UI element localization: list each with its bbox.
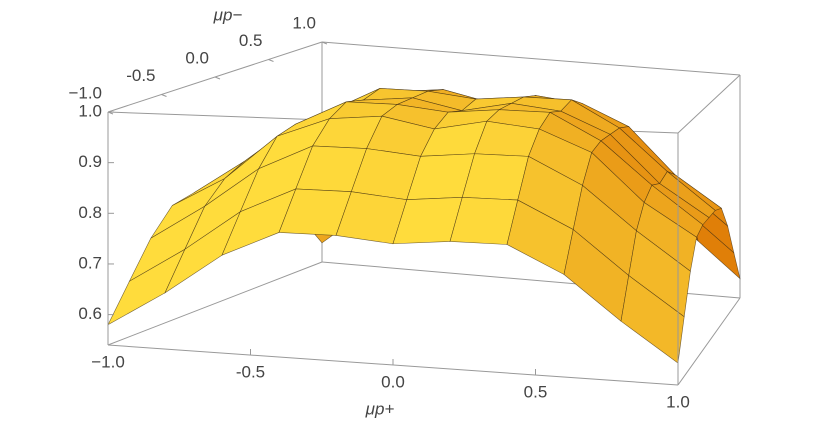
x-tick-label: -0.5 [236,362,265,381]
y-tick [268,59,274,62]
box-edge [677,297,741,386]
z-tick-label: 0.6 [78,304,102,323]
z-tick-label: 1.0 [78,101,102,120]
x-axis-label: μp+ [365,399,395,418]
y-tick [107,111,114,115]
surface-patch [449,196,519,245]
z-tick-label: 0.9 [78,152,102,171]
z-tick-label: 0.7 [78,253,102,272]
box-edge [321,41,741,76]
x-tick-label: 0.5 [524,382,548,401]
surface-patch [620,275,685,364]
y-tick [321,41,328,45]
box-edge [107,261,323,346]
y-tick-label: -0.5 [126,66,155,85]
y-tick-label: 0.5 [239,31,263,50]
y-tick-label: 0.0 [185,48,209,67]
x-tick-label: 0.0 [381,372,405,391]
y-tick [161,94,167,97]
x-tick-label: −1.0 [91,352,125,371]
y-axis-label: μp− [213,5,243,24]
y-tick-label: 1.0 [292,13,316,32]
x-tick-label: 1.0 [666,392,690,411]
y-tick [214,76,221,80]
z-tick-label: 0.8 [78,203,102,222]
y-tick-label: −1.0 [68,83,102,102]
box-edge [677,74,741,134]
